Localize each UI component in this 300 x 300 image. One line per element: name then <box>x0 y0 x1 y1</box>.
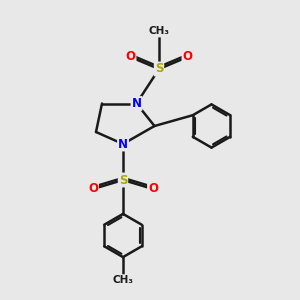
Text: CH₃: CH₃ <box>112 275 134 285</box>
Text: N: N <box>118 137 128 151</box>
Text: CH₃: CH₃ <box>148 26 170 37</box>
Text: O: O <box>88 182 98 196</box>
Text: O: O <box>125 50 136 64</box>
Text: S: S <box>155 62 163 76</box>
Text: S: S <box>119 173 127 187</box>
Text: O: O <box>148 182 158 196</box>
Text: N: N <box>131 97 142 110</box>
Text: O: O <box>182 50 193 64</box>
